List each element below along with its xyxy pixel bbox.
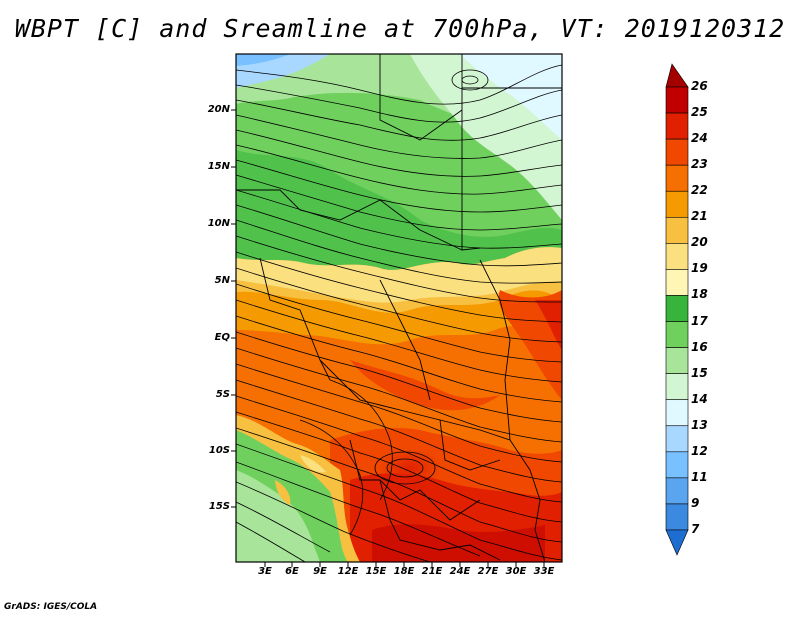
lat-label-10n: 10N [207, 218, 230, 229]
colorbar-segment [665, 425, 689, 453]
colorbar-label: 19 [691, 261, 708, 276]
lon-label-3e: 3E [258, 566, 272, 577]
lon-label-24e: 24E [449, 566, 471, 577]
lon-label-9e: 9E [313, 566, 327, 577]
grads-credit: GrADS: IGES/COLA [4, 602, 98, 612]
colorbar-segment [665, 347, 689, 374]
axis-ticks [231, 109, 545, 567]
colorbar-bottom-arrow [665, 529, 689, 556]
lon-label-33e: 33E [533, 566, 555, 577]
lon-label-12e: 12E [337, 566, 359, 577]
lat-label-eq: EQ [214, 332, 230, 343]
lon-label-30e: 30E [505, 566, 527, 577]
colorbar-label: 16 [691, 339, 708, 354]
colorbar-label: 13 [691, 417, 708, 432]
colorbar-segment [665, 477, 689, 505]
colorbar-label: 12 [691, 443, 708, 458]
colorbar-segment [665, 112, 689, 140]
colorbar-label: 11 [691, 469, 708, 484]
colorbar-segment [665, 138, 689, 166]
colorbar-label: 22 [691, 183, 708, 198]
colorbar-label: 20 [691, 235, 708, 250]
colorbar-label: 25 [691, 105, 708, 120]
colorbar-label: 23 [691, 157, 708, 172]
lon-label-6e: 6E [285, 566, 299, 577]
lat-label-20n: 20N [207, 104, 230, 115]
chart-title: WBPT [C] and Sreamline at 700hPa, VT: 20… [14, 14, 786, 43]
lat-label-15s: 15S [208, 501, 230, 512]
lon-label-27e: 27E [477, 566, 499, 577]
colorbar [665, 63, 689, 556]
colorbar-segment [665, 373, 689, 401]
lat-label-5s: 5S [215, 389, 230, 400]
lon-label-15e: 15E [365, 566, 387, 577]
colorbar-top-arrow [665, 63, 689, 88]
colorbar-label: 17 [691, 313, 708, 328]
colorbar-segment [665, 86, 689, 114]
wbpt-field [236, 54, 562, 562]
streamlines [236, 64, 562, 562]
lon-label-18e: 18E [393, 566, 415, 577]
country-borders [236, 54, 562, 562]
colorbar-label: 24 [691, 131, 708, 146]
colorbar-label: 14 [691, 391, 708, 406]
colorbar-label: 18 [691, 287, 708, 302]
colorbar-segment [665, 216, 689, 244]
colorbar-segment [665, 451, 689, 479]
colorbar-segment [665, 399, 689, 427]
colorbar-segment [665, 321, 689, 348]
colorbar-segment [665, 295, 689, 322]
colorbar-label: 9 [691, 495, 700, 510]
colorbar-label: 21 [691, 209, 708, 224]
colorbar-segment [665, 243, 689, 270]
colorbar-segment [665, 269, 689, 296]
colorbar-label: 7 [691, 522, 700, 536]
colorbar-label: 15 [691, 365, 708, 380]
colorbar-segment [665, 190, 689, 218]
colorbar-segment [665, 503, 689, 531]
lon-label-21e: 21E [421, 566, 443, 577]
map-frame [235, 53, 563, 563]
colorbar-label: 26 [691, 79, 708, 93]
colorbar-segment [665, 164, 689, 192]
lat-label-5n: 5N [214, 275, 230, 286]
lat-label-15n: 15N [207, 161, 230, 172]
lat-label-10s: 10S [208, 445, 230, 456]
